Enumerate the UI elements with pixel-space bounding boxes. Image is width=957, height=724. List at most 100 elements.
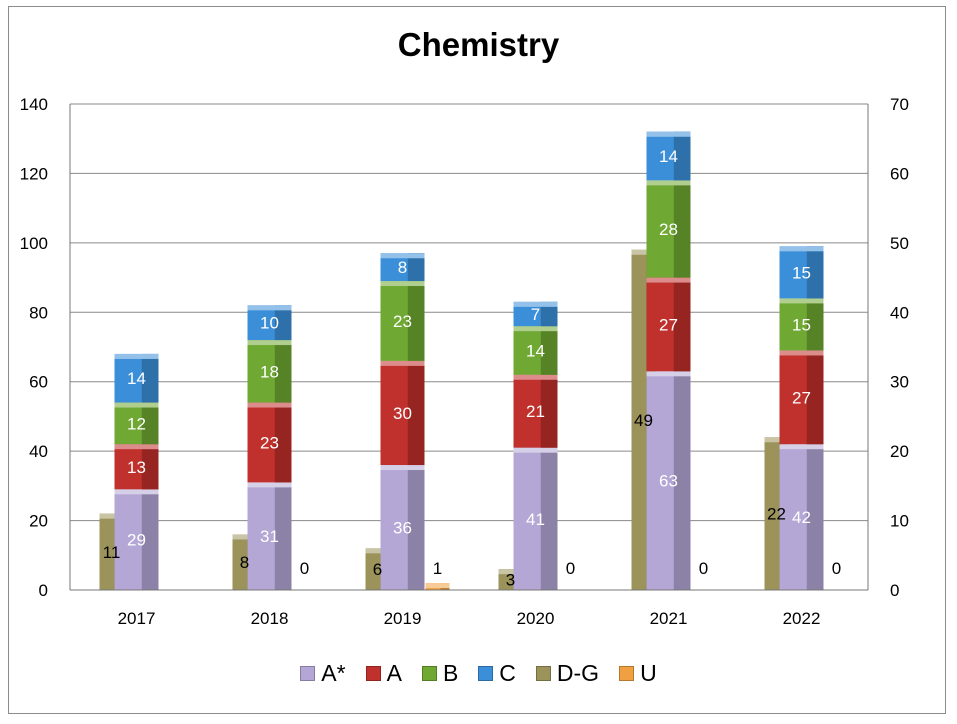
bar-u-highlight <box>425 583 450 589</box>
bar-c-shade <box>806 246 824 299</box>
right-axis-tick-label: 10 <box>890 512 909 531</box>
bar-a-shade <box>673 277 691 372</box>
x-axis-tick-label: 2019 <box>384 609 422 628</box>
legend: A* A B C D-G U <box>0 660 957 687</box>
bar-b-shade <box>407 281 425 361</box>
data-label: 0 <box>566 559 575 578</box>
chart-title: Chemistry <box>397 26 560 63</box>
legend-item: A* <box>300 660 346 687</box>
bar-astar-highlight <box>247 482 292 488</box>
bar-astar-shade <box>540 447 558 590</box>
left-axis-tick-label: 0 <box>39 581 48 600</box>
data-label: 41 <box>526 510 545 529</box>
data-label: 8 <box>240 553 249 572</box>
legend-label: C <box>499 660 516 686</box>
bar-astar-highlight <box>380 465 425 471</box>
data-label: 23 <box>393 312 412 331</box>
bar-b-shade <box>673 180 691 278</box>
legend-swatch <box>365 666 381 681</box>
bar-astar-shade <box>141 489 159 590</box>
data-label: 15 <box>792 315 811 334</box>
data-label: 0 <box>699 559 708 578</box>
bar-a-shade <box>407 360 425 466</box>
legend-label: D-G <box>556 660 600 686</box>
bars <box>99 131 824 591</box>
data-label: 0 <box>832 559 841 578</box>
x-axis-tick-label: 2018 <box>251 609 289 628</box>
data-label: 42 <box>792 508 811 527</box>
bar-a-highlight <box>646 277 691 283</box>
legend-item: C <box>478 660 516 687</box>
bar-astar-highlight <box>646 371 691 377</box>
data-label: 10 <box>260 314 279 333</box>
bar-astar-highlight <box>513 447 558 453</box>
bar-a-highlight <box>513 374 558 380</box>
data-label: 23 <box>260 433 279 452</box>
legend-item: D-G <box>535 660 600 687</box>
data-label: 15 <box>792 263 811 282</box>
gridlines <box>70 103 868 591</box>
bar-c-shade <box>274 305 292 341</box>
data-label: 7 <box>531 305 540 324</box>
data-label: 13 <box>127 458 146 477</box>
bar-a-highlight <box>779 350 824 356</box>
right-axis-tick-label: 20 <box>890 442 909 461</box>
left-axis-tick-label: 40 <box>29 442 48 461</box>
bar-a-highlight <box>114 444 159 450</box>
legend-item: B <box>421 660 459 687</box>
data-label: 6 <box>373 560 382 579</box>
left-axis-tick-label: 60 <box>29 373 48 392</box>
bar-c-shade <box>141 353 159 403</box>
data-label: 36 <box>393 519 412 538</box>
bar-b-highlight <box>114 402 159 408</box>
data-label: 18 <box>260 362 279 381</box>
bar-c-highlight <box>513 301 558 307</box>
data-label: 11 <box>103 543 121 562</box>
data-label: 63 <box>659 472 678 491</box>
legend-label: B <box>442 660 459 686</box>
x-axis-tick-label: 2017 <box>118 609 156 628</box>
bar-dg-highlight <box>631 249 656 255</box>
bar-astar-highlight <box>114 489 159 495</box>
data-label: 22 <box>767 505 786 524</box>
left-axis-tick-label: 120 <box>20 164 48 183</box>
right-axis-tick-label: 40 <box>890 303 909 322</box>
bar-b-shade <box>540 326 558 375</box>
bar-a-shade <box>274 402 292 483</box>
bar-a-shade <box>141 444 159 490</box>
left-axis-tick-label: 20 <box>29 512 48 531</box>
left-axis-tick-label: 140 <box>20 95 48 114</box>
data-label: 0 <box>300 559 309 578</box>
bar-b-shade <box>274 340 292 403</box>
legend-label: A* <box>321 660 346 686</box>
bar-astar-shade <box>673 371 691 590</box>
bar-a-shade <box>806 350 824 445</box>
bar-b-highlight <box>247 340 292 346</box>
right-axis-tick-label: 70 <box>890 95 909 114</box>
legend-item: A <box>365 660 402 687</box>
bar-c-highlight <box>380 253 425 259</box>
bar-c-highlight <box>114 353 159 359</box>
bar-dg-highlight <box>365 548 390 554</box>
bar-dg-highlight <box>498 569 523 575</box>
bar-c-shade <box>540 301 558 327</box>
data-label: 8 <box>398 258 407 277</box>
bar-c-shade <box>407 253 425 282</box>
bar-dg-highlight <box>232 534 257 540</box>
bar-a-shade <box>540 374 558 448</box>
data-label: 30 <box>393 404 412 423</box>
data-label: 1 <box>433 559 442 578</box>
legend-swatch <box>478 666 494 681</box>
bar-c-highlight <box>779 246 824 252</box>
x-axis-tick-label: 2020 <box>517 609 555 628</box>
bar-b-highlight <box>646 180 691 186</box>
legend-swatch <box>300 666 316 681</box>
bar-dg-highlight <box>99 513 124 519</box>
data-label: 28 <box>659 220 678 239</box>
legend-swatch <box>421 666 437 681</box>
data-label: 14 <box>659 147 678 166</box>
data-label: 29 <box>127 531 146 550</box>
